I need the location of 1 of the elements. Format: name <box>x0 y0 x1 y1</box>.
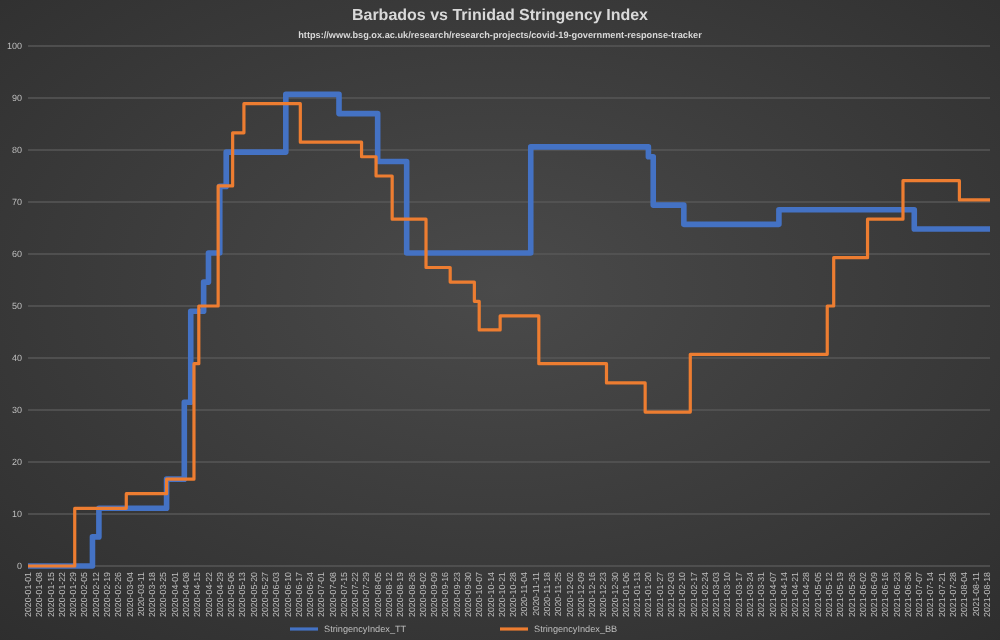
chart-title: Barbados vs Trinidad Stringency Index <box>351 6 650 24</box>
